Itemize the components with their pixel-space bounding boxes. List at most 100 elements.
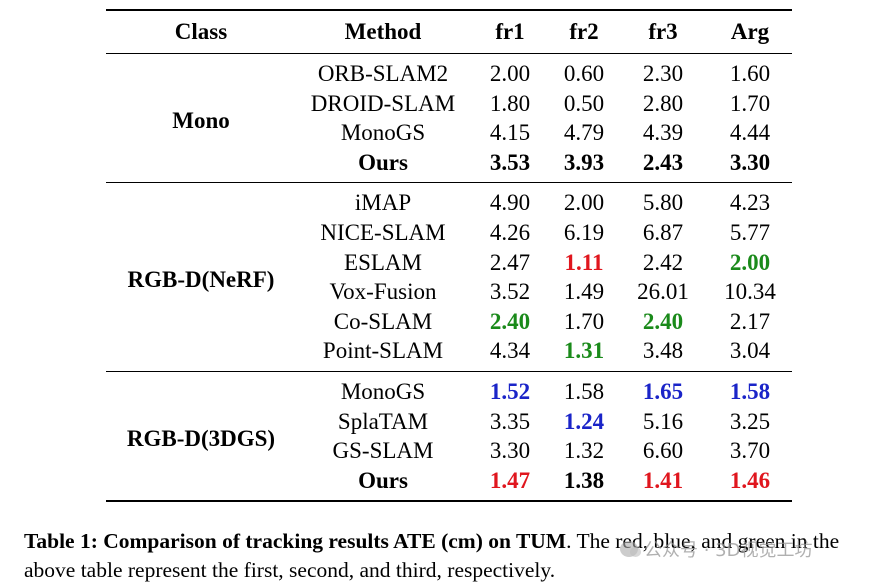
method-cell: SplaTAM: [337, 408, 429, 434]
fr2-cell: 6.19: [563, 219, 605, 245]
header-class: Class: [174, 19, 228, 45]
fr1-cell: 1.52: [489, 378, 531, 404]
fr3-cell: 3.48: [642, 338, 684, 364]
class-label: RGB-D(NeRF): [127, 266, 275, 292]
fr2-cell: 4.79: [563, 120, 605, 146]
method-cell: Ours: [358, 149, 408, 175]
fr3-cell: 6.87: [642, 219, 684, 245]
arg-cell: 1.46: [729, 467, 771, 493]
header-fr2: fr2: [569, 19, 599, 45]
fr3-cell: 1.65: [642, 378, 684, 404]
table-caption: Table 1: Comparison of tracking results …: [24, 527, 874, 585]
fr1-cell: 1.80: [489, 90, 531, 116]
fr2-cell: 1.58: [563, 378, 605, 404]
table-row: Vox-Fusion 3.52 1.49 26.01 10.34: [106, 277, 792, 307]
fr1-cell: 4.26: [489, 219, 531, 245]
arg-cell: 5.77: [729, 219, 771, 245]
table-row: RGB-D(NeRF) iMAP 4.90 2.00 5.80 4.23: [106, 183, 792, 291]
arg-cell: 2.00: [729, 249, 771, 275]
method-cell: ESLAM: [344, 249, 422, 275]
method-cell: GS-SLAM: [332, 438, 434, 464]
fr3-cell: 2.43: [642, 149, 684, 175]
caption-text: . The red, blue, and green in the above …: [24, 529, 840, 582]
header-row: Class Method fr1 fr2 fr3 Arg: [106, 10, 792, 54]
class-label: RGB-D(3DGS): [126, 425, 276, 451]
method-cell: NICE-SLAM: [320, 219, 446, 245]
method-cell: Vox-Fusion: [329, 279, 437, 305]
fr1-cell: 2.00: [489, 61, 531, 86]
fr2-cell: 1.24: [563, 408, 605, 434]
fr3-cell: 2.40: [642, 308, 684, 334]
method-cell: Co-SLAM: [333, 308, 433, 334]
fr1-cell: 2.40: [489, 308, 531, 334]
fr3-cell: 5.80: [642, 190, 684, 216]
table-row: DROID-SLAM 1.80 0.50 2.80 1.70: [106, 89, 792, 119]
table-row: MonoGS 4.15 4.79 4.39 4.44: [106, 118, 792, 148]
caption-label: Table 1: Comparison of tracking results …: [24, 529, 567, 553]
table-row: Mono ORB-SLAM2 2.00 0.60 2.30 1.60: [106, 54, 792, 133]
table-row: Ours 1.47 1.38 1.41 1.46: [106, 466, 792, 502]
table-row: GS-SLAM 3.30 1.32 6.60 3.70: [106, 436, 792, 466]
method-cell: DROID-SLAM: [310, 90, 456, 116]
fr1-cell: 2.47: [489, 249, 531, 275]
fr2-cell: 1.31: [563, 338, 605, 364]
fr3-cell: 2.30: [642, 61, 684, 86]
arg-cell: 3.25: [729, 408, 771, 434]
fr2-cell: 2.00: [563, 190, 605, 216]
arg-cell: 10.34: [724, 279, 776, 305]
table-row: RGB-D(3DGS) MonoGS 1.52 1.58 1.65 1.58: [106, 371, 792, 451]
method-cell: Point-SLAM: [322, 338, 444, 364]
fr1-cell: 3.52: [489, 279, 531, 305]
wechat-icon: [620, 541, 641, 557]
fr1-cell: 4.90: [489, 190, 531, 216]
arg-cell: 4.44: [729, 120, 771, 146]
fr1-cell: 1.47: [489, 467, 531, 493]
class-label: Mono: [172, 107, 230, 133]
watermark-text: 公众号 · 3D视觉工坊: [644, 540, 813, 561]
table-row: Point-SLAM 4.34 1.31 3.48 3.04: [106, 336, 792, 371]
fr2-cell: 0.60: [563, 61, 605, 86]
header-method: Method: [344, 19, 422, 45]
header-fr3: fr3: [648, 19, 678, 45]
arg-cell: 4.23: [729, 190, 771, 216]
group-rgbd-nerf: RGB-D(NeRF) iMAP 4.90 2.00 5.80 4.23 NIC…: [106, 183, 792, 372]
fr2-cell: 0.50: [563, 90, 605, 116]
table-row: NICE-SLAM 4.26 6.19 6.87 5.77: [106, 218, 792, 248]
group-mono: Mono ORB-SLAM2 2.00 0.60 2.30 1.60 DROID…: [106, 54, 792, 183]
fr1-cell: 3.53: [489, 149, 531, 175]
arg-cell: 2.17: [729, 308, 771, 334]
group-rgbd-3dgs: RGB-D(3DGS) MonoGS 1.52 1.58 1.65 1.58 S…: [106, 371, 792, 502]
header-arg: Arg: [730, 19, 770, 45]
fr2-cell: 1.11: [564, 249, 604, 275]
watermark: 公众号 · 3D视觉工坊: [620, 536, 812, 562]
fr3-cell: 1.41: [642, 467, 684, 493]
results-table: Class Method fr1 fr2 fr3 Arg Mono ORB-SL…: [106, 9, 792, 502]
fr3-cell: 2.80: [642, 90, 684, 116]
arg-cell: 1.70: [729, 90, 771, 116]
method-cell: MonoGS: [340, 378, 426, 404]
fr1-cell: 3.35: [489, 408, 531, 434]
fr2-cell: 1.70: [563, 308, 605, 334]
arg-cell: 1.60: [729, 61, 771, 86]
fr1-cell: 4.15: [489, 120, 531, 146]
fr3-cell: 6.60: [642, 438, 684, 464]
arg-cell: 3.30: [729, 149, 771, 175]
arg-cell: 1.58: [729, 378, 771, 404]
fr2-cell: 1.38: [563, 467, 605, 493]
header-fr1: fr1: [495, 19, 525, 45]
table-row: Co-SLAM 2.40 1.70 2.40 2.17: [106, 307, 792, 337]
method-cell: iMAP: [354, 190, 412, 216]
arg-cell: 3.04: [729, 338, 771, 364]
fr2-cell: 1.49: [563, 279, 605, 305]
fr2-cell: 3.93: [563, 149, 605, 175]
fr2-cell: 1.32: [563, 438, 605, 464]
fr1-cell: 3.30: [489, 438, 531, 464]
fr3-cell: 2.42: [642, 249, 684, 275]
fr3-cell: 5.16: [642, 408, 684, 434]
method-cell: ORB-SLAM2: [317, 61, 449, 86]
method-cell: Ours: [358, 467, 408, 493]
table-row: SplaTAM 3.35 1.24 5.16 3.25: [106, 407, 792, 437]
arg-cell: 3.70: [729, 438, 771, 464]
table-row: Ours 3.53 3.93 2.43 3.30: [106, 148, 792, 183]
fr3-cell: 26.01: [637, 279, 689, 305]
